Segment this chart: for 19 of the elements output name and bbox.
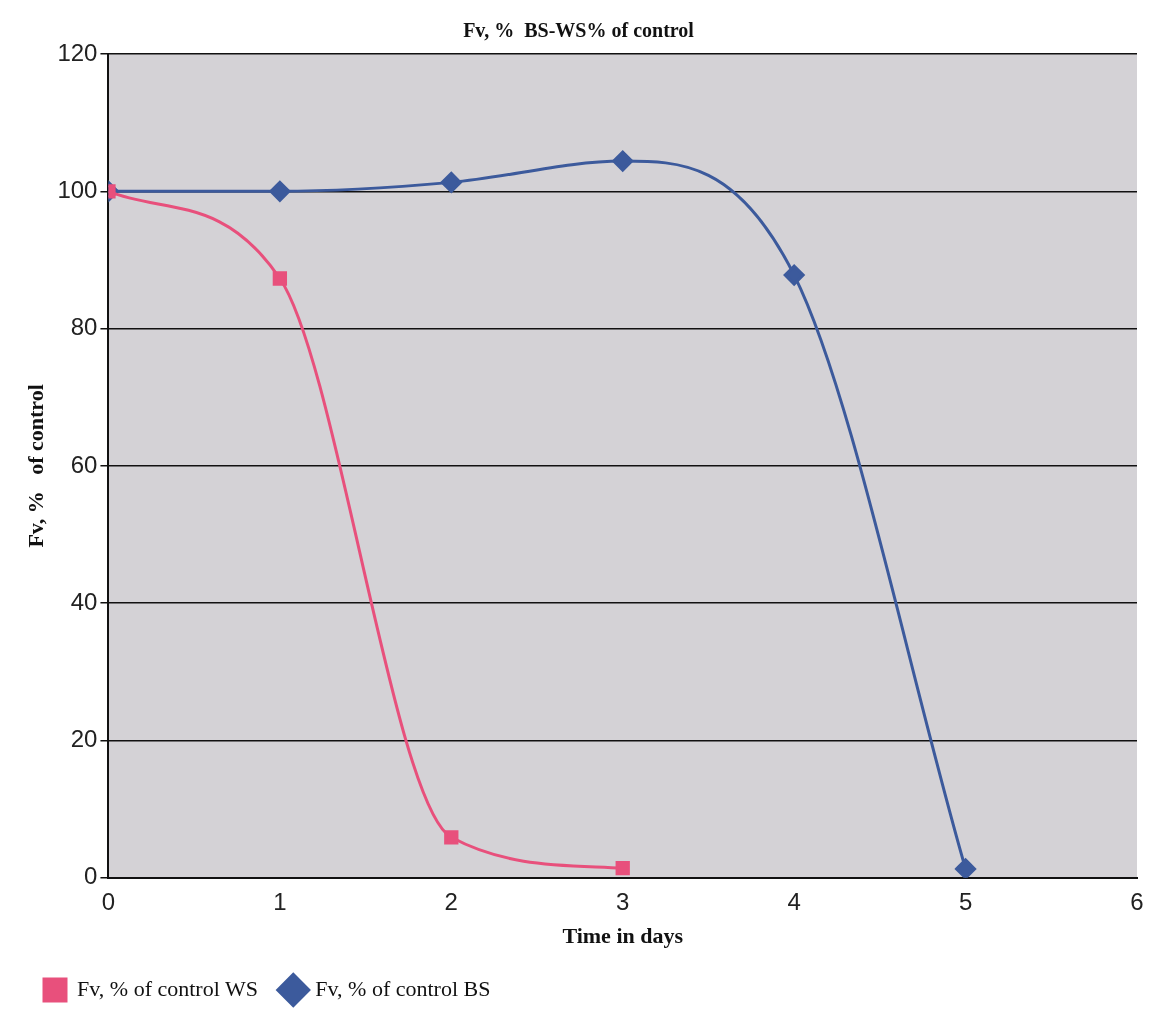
legend-label: Fv, % of control WS (77, 975, 258, 1001)
y-tick-label: 100 (57, 175, 98, 203)
x-tick-label: 3 (616, 887, 630, 915)
x-tick-label: 2 (444, 887, 458, 915)
chart-title: Fv, % BS-WS% of control (463, 19, 695, 42)
y-tick-label: 120 (57, 38, 98, 66)
x-tick-label: 4 (787, 887, 801, 915)
legend-label: Fv, % of control BS (315, 975, 491, 1001)
x-tick-label: 0 (101, 887, 116, 915)
x-axis-title: Time in days (562, 923, 684, 949)
y-axis-title: Fv, % of control (22, 384, 48, 548)
y-tick-label: 40 (70, 587, 98, 615)
x-tick-label: 1 (273, 887, 287, 915)
y-tick-label: 0 (84, 862, 98, 890)
y-tick-label: 60 (70, 450, 98, 478)
x-tick-label: 6 (1130, 887, 1144, 915)
y-tick-label: 20 (70, 725, 98, 753)
y-tick-label: 80 (70, 313, 98, 341)
x-tick-label: 5 (958, 887, 973, 915)
